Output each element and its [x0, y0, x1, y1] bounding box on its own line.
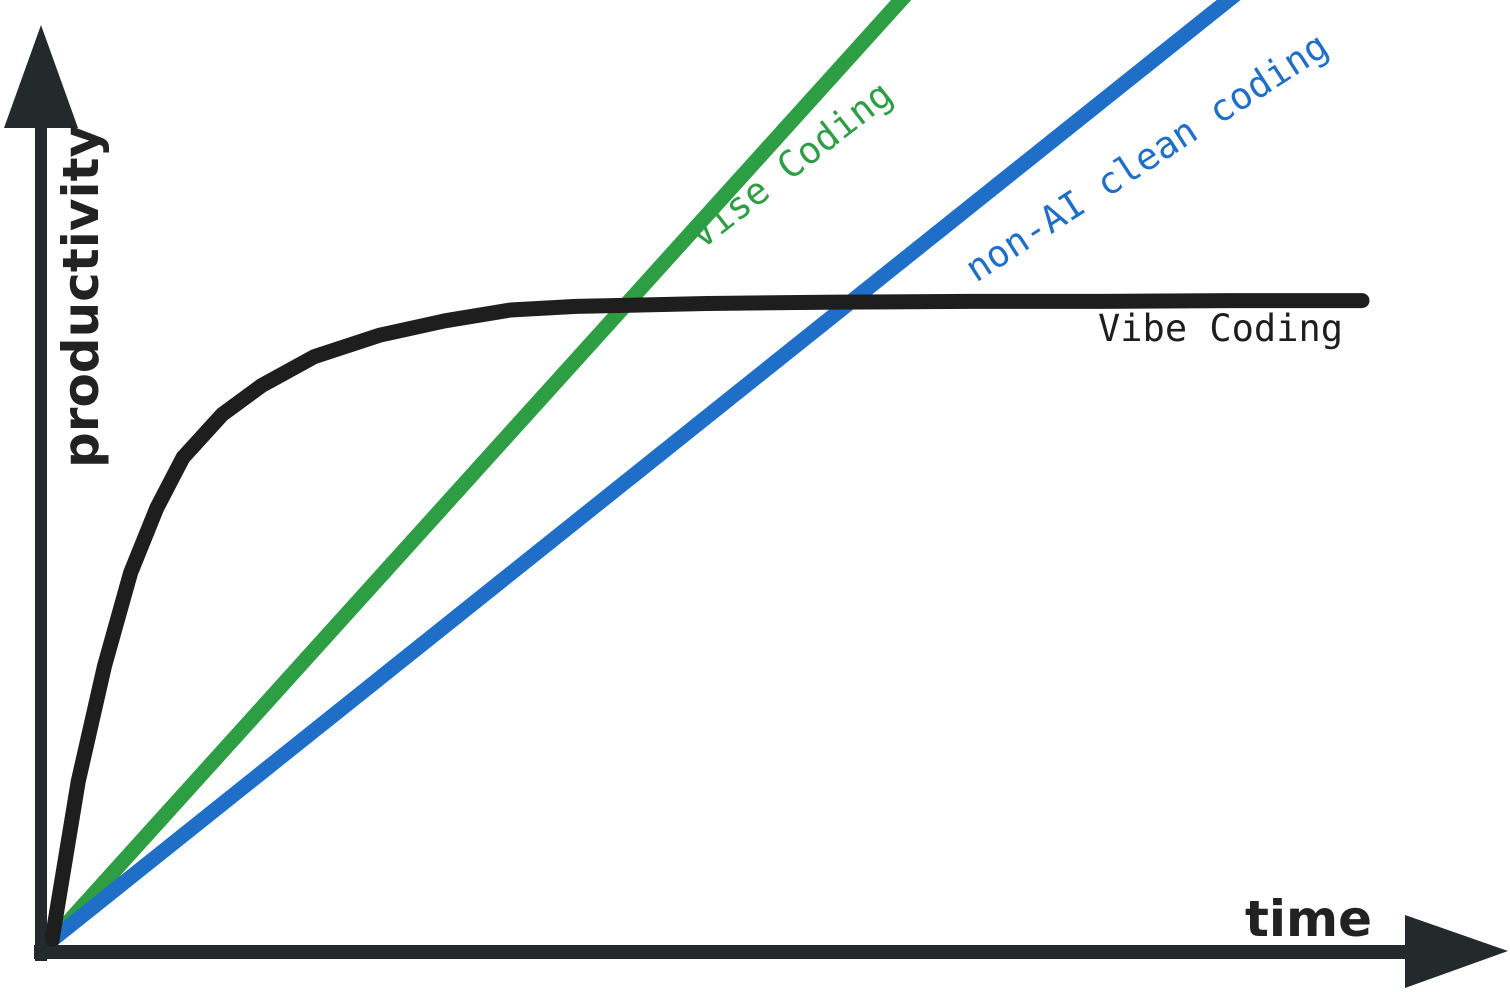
x-axis-arrowhead	[1405, 915, 1508, 988]
y-axis-arrowhead	[4, 25, 78, 128]
y-axis-label: productivity	[52, 125, 110, 468]
series-line-vibe-coding	[52, 301, 1362, 940]
series-label-vibe-coding: Vibe Coding	[1098, 307, 1343, 350]
labels-layer: productivity time Vibe Coding Vise Codin…	[52, 24, 1372, 948]
series-label-vise-coding: Vise Coding	[681, 72, 901, 257]
x-axis-label: time	[1245, 890, 1372, 948]
